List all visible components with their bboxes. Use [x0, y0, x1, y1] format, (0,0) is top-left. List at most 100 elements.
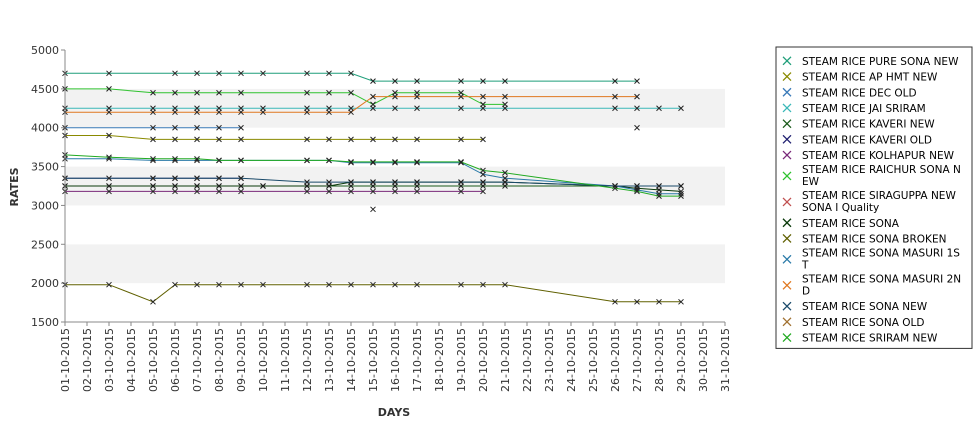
data-point-marker: [194, 136, 200, 143]
series-group: [62, 93, 640, 116]
legend-label: STEAM RICE KAVERI OLD: [802, 134, 932, 146]
data-point-marker: [370, 281, 376, 288]
x-tick-label: 23-10-2015: [543, 328, 556, 392]
data-point-marker: [678, 105, 684, 112]
data-point-marker: [304, 281, 310, 288]
data-point-marker: [238, 89, 244, 96]
legend-label: STEAM RICE AP HMT NEW: [802, 72, 938, 84]
data-point-marker: [370, 78, 376, 84]
data-point-marker: [150, 298, 156, 305]
series-line: [64, 154, 681, 197]
data-point-marker: [348, 281, 354, 288]
data-point-marker: [392, 159, 398, 166]
data-point-marker: [392, 105, 398, 112]
data-point-marker: [458, 105, 464, 112]
data-point-marker: [634, 298, 640, 305]
x-tick-label: 20-10-2015: [477, 328, 490, 392]
x-axis-ticks: 01-10-2015 02-10-2015 03-10-2015 04-10-2015…: [59, 322, 732, 392]
legend-marker: [782, 280, 792, 290]
data-point-marker: [150, 155, 156, 162]
data-point-marker: [414, 93, 420, 100]
data-point-marker: [106, 132, 112, 139]
data-point-marker: [150, 136, 156, 143]
data-point-marker: [414, 136, 420, 143]
data-point-marker: [634, 105, 640, 112]
legend-label: STEAM RICE KAVERI NEW: [802, 119, 935, 131]
data-point-marker: [172, 124, 178, 131]
data-point-marker: [260, 281, 266, 288]
y-tick-label: 2000: [31, 277, 59, 290]
data-point-marker: [678, 188, 684, 195]
legend: STEAM RICE PURE SONA NEW STEAM RICE AP HM…: [775, 46, 973, 349]
x-tick-label: 13-10-2015: [323, 328, 336, 392]
y-axis-ticks: 1500 2000 2500 3000 3500 4000 4500 5000: [31, 44, 65, 329]
y-tick-label: 3000: [31, 199, 59, 212]
data-point-marker: [612, 105, 618, 112]
data-point-marker: [392, 136, 398, 143]
data-point-marker: [238, 281, 244, 288]
data-point-marker: [656, 183, 662, 189]
x-tick-label: 10-10-2015: [257, 328, 270, 392]
data-point-marker: [480, 78, 486, 84]
legend-label: STEAM RICE SONA OLD: [802, 317, 925, 329]
x-tick-label: 22-10-2015: [521, 328, 534, 392]
data-point-marker: [458, 159, 464, 166]
data-point-marker: [106, 86, 112, 92]
data-point-marker: [414, 78, 420, 84]
data-point-marker: [326, 136, 332, 143]
data-point-marker: [634, 188, 640, 195]
data-point-marker: [238, 188, 244, 195]
data-point-marker: [106, 175, 112, 182]
series-line: [65, 72, 637, 82]
legend-label: STEAM RICE KOLHAPUR NEW: [802, 150, 955, 162]
legend-label: STEAM RICE JAI SRIRAM: [802, 103, 926, 115]
data-point-marker: [326, 281, 332, 288]
legend-marker: [782, 171, 792, 181]
series-group: [62, 152, 684, 199]
series-line: [65, 158, 681, 195]
legend-label: STEAM RICE SONA MASURI 2N: [802, 273, 961, 285]
legend-label: EW: [802, 176, 820, 188]
legend-label: STEAM RICE SONA NEW: [802, 301, 928, 313]
grid-band: [65, 283, 725, 322]
legend-marker: [782, 119, 792, 129]
data-point-marker: [172, 183, 178, 189]
series-line: [65, 88, 505, 105]
data-point-marker: [216, 183, 222, 189]
data-point-marker: [216, 89, 222, 96]
legend-label: STEAM RICE RAICHUR SONA N: [802, 164, 961, 176]
data-point-marker: [326, 179, 332, 185]
data-point-marker: [678, 298, 684, 305]
data-point-marker: [238, 136, 244, 143]
x-axis-title: DAYS: [378, 406, 411, 419]
y-tick-label: 1500: [31, 316, 59, 329]
data-point-marker: [304, 157, 310, 164]
data-point-marker: [150, 89, 156, 96]
data-point-marker: [678, 190, 684, 197]
data-series: [62, 70, 684, 305]
x-tick-label: 31-10-2015: [719, 328, 732, 392]
data-point-marker: [502, 169, 508, 176]
data-point-marker: [612, 185, 618, 192]
series-group: [62, 188, 486, 195]
data-point-marker: [216, 188, 222, 195]
data-point-marker: [348, 109, 354, 116]
x-tick-label: 12-10-2015: [301, 328, 314, 392]
data-point-marker: [106, 109, 112, 116]
data-point-marker: [458, 188, 464, 195]
data-point-marker: [458, 78, 464, 84]
data-point-marker: [392, 281, 398, 288]
data-point-marker: [392, 78, 398, 84]
x-tick-label: 19-10-2015: [455, 328, 468, 392]
legend-label: STEAM RICE SONA: [802, 218, 900, 230]
x-tick-label: 17-10-2015: [411, 328, 424, 392]
data-point-marker: [150, 183, 156, 189]
y-tick-label: 5000: [31, 44, 59, 57]
data-point-marker: [304, 89, 310, 96]
data-point-marker: [634, 93, 640, 100]
data-point-marker: [326, 70, 332, 77]
data-point-marker: [370, 188, 376, 195]
x-tick-label: 24-10-2015: [565, 328, 578, 392]
x-tick-label: 07-10-2015: [191, 328, 204, 392]
data-point-marker: [304, 109, 310, 116]
